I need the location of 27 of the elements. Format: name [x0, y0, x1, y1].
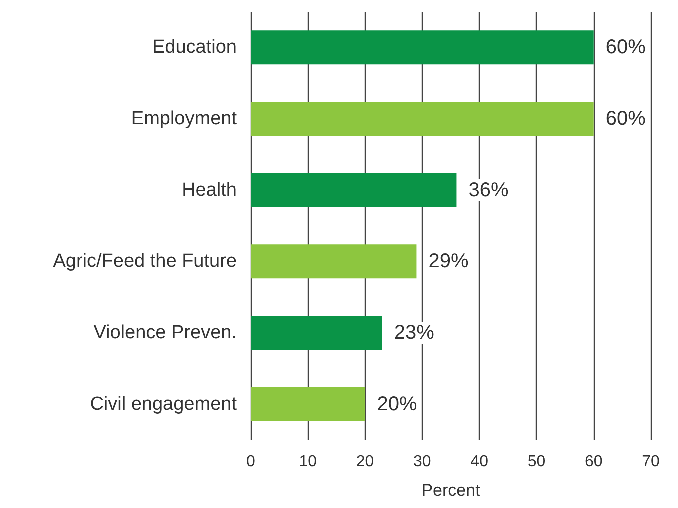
x-tick-label: 10: [299, 454, 318, 470]
x-tick-label: 0: [246, 454, 256, 470]
bar: [251, 173, 457, 208]
y-tick-label: Agric/Feed the Future: [53, 251, 237, 272]
x-tick-label: 60: [584, 454, 603, 470]
data-label: 29%: [428, 250, 469, 273]
bar: [251, 244, 417, 279]
y-tick-label: Education: [152, 37, 237, 58]
x-tick-label: 70: [642, 454, 660, 470]
y-tick-label: Civil engagement: [90, 394, 238, 415]
bar: [251, 30, 594, 65]
data-label: 36%: [468, 179, 509, 202]
y-tick-label: Health: [182, 180, 237, 201]
data-label: 60%: [606, 108, 646, 130]
y-tick-label: Employment: [131, 108, 238, 130]
x-tick-label: 40: [470, 454, 489, 470]
x-axis-title: Percent: [422, 481, 481, 500]
x-tick-label: 50: [528, 454, 546, 470]
data-label: 60%: [606, 36, 646, 59]
bar: [251, 316, 382, 350]
bar: [251, 387, 366, 422]
y-tick-label: Violence Preven.: [94, 322, 237, 344]
bar: [251, 102, 594, 136]
x-tick-label: 30: [414, 454, 432, 470]
x-tick-label: 20: [356, 454, 374, 470]
data-label: 20%: [377, 393, 418, 416]
data-label: 23%: [394, 322, 435, 344]
